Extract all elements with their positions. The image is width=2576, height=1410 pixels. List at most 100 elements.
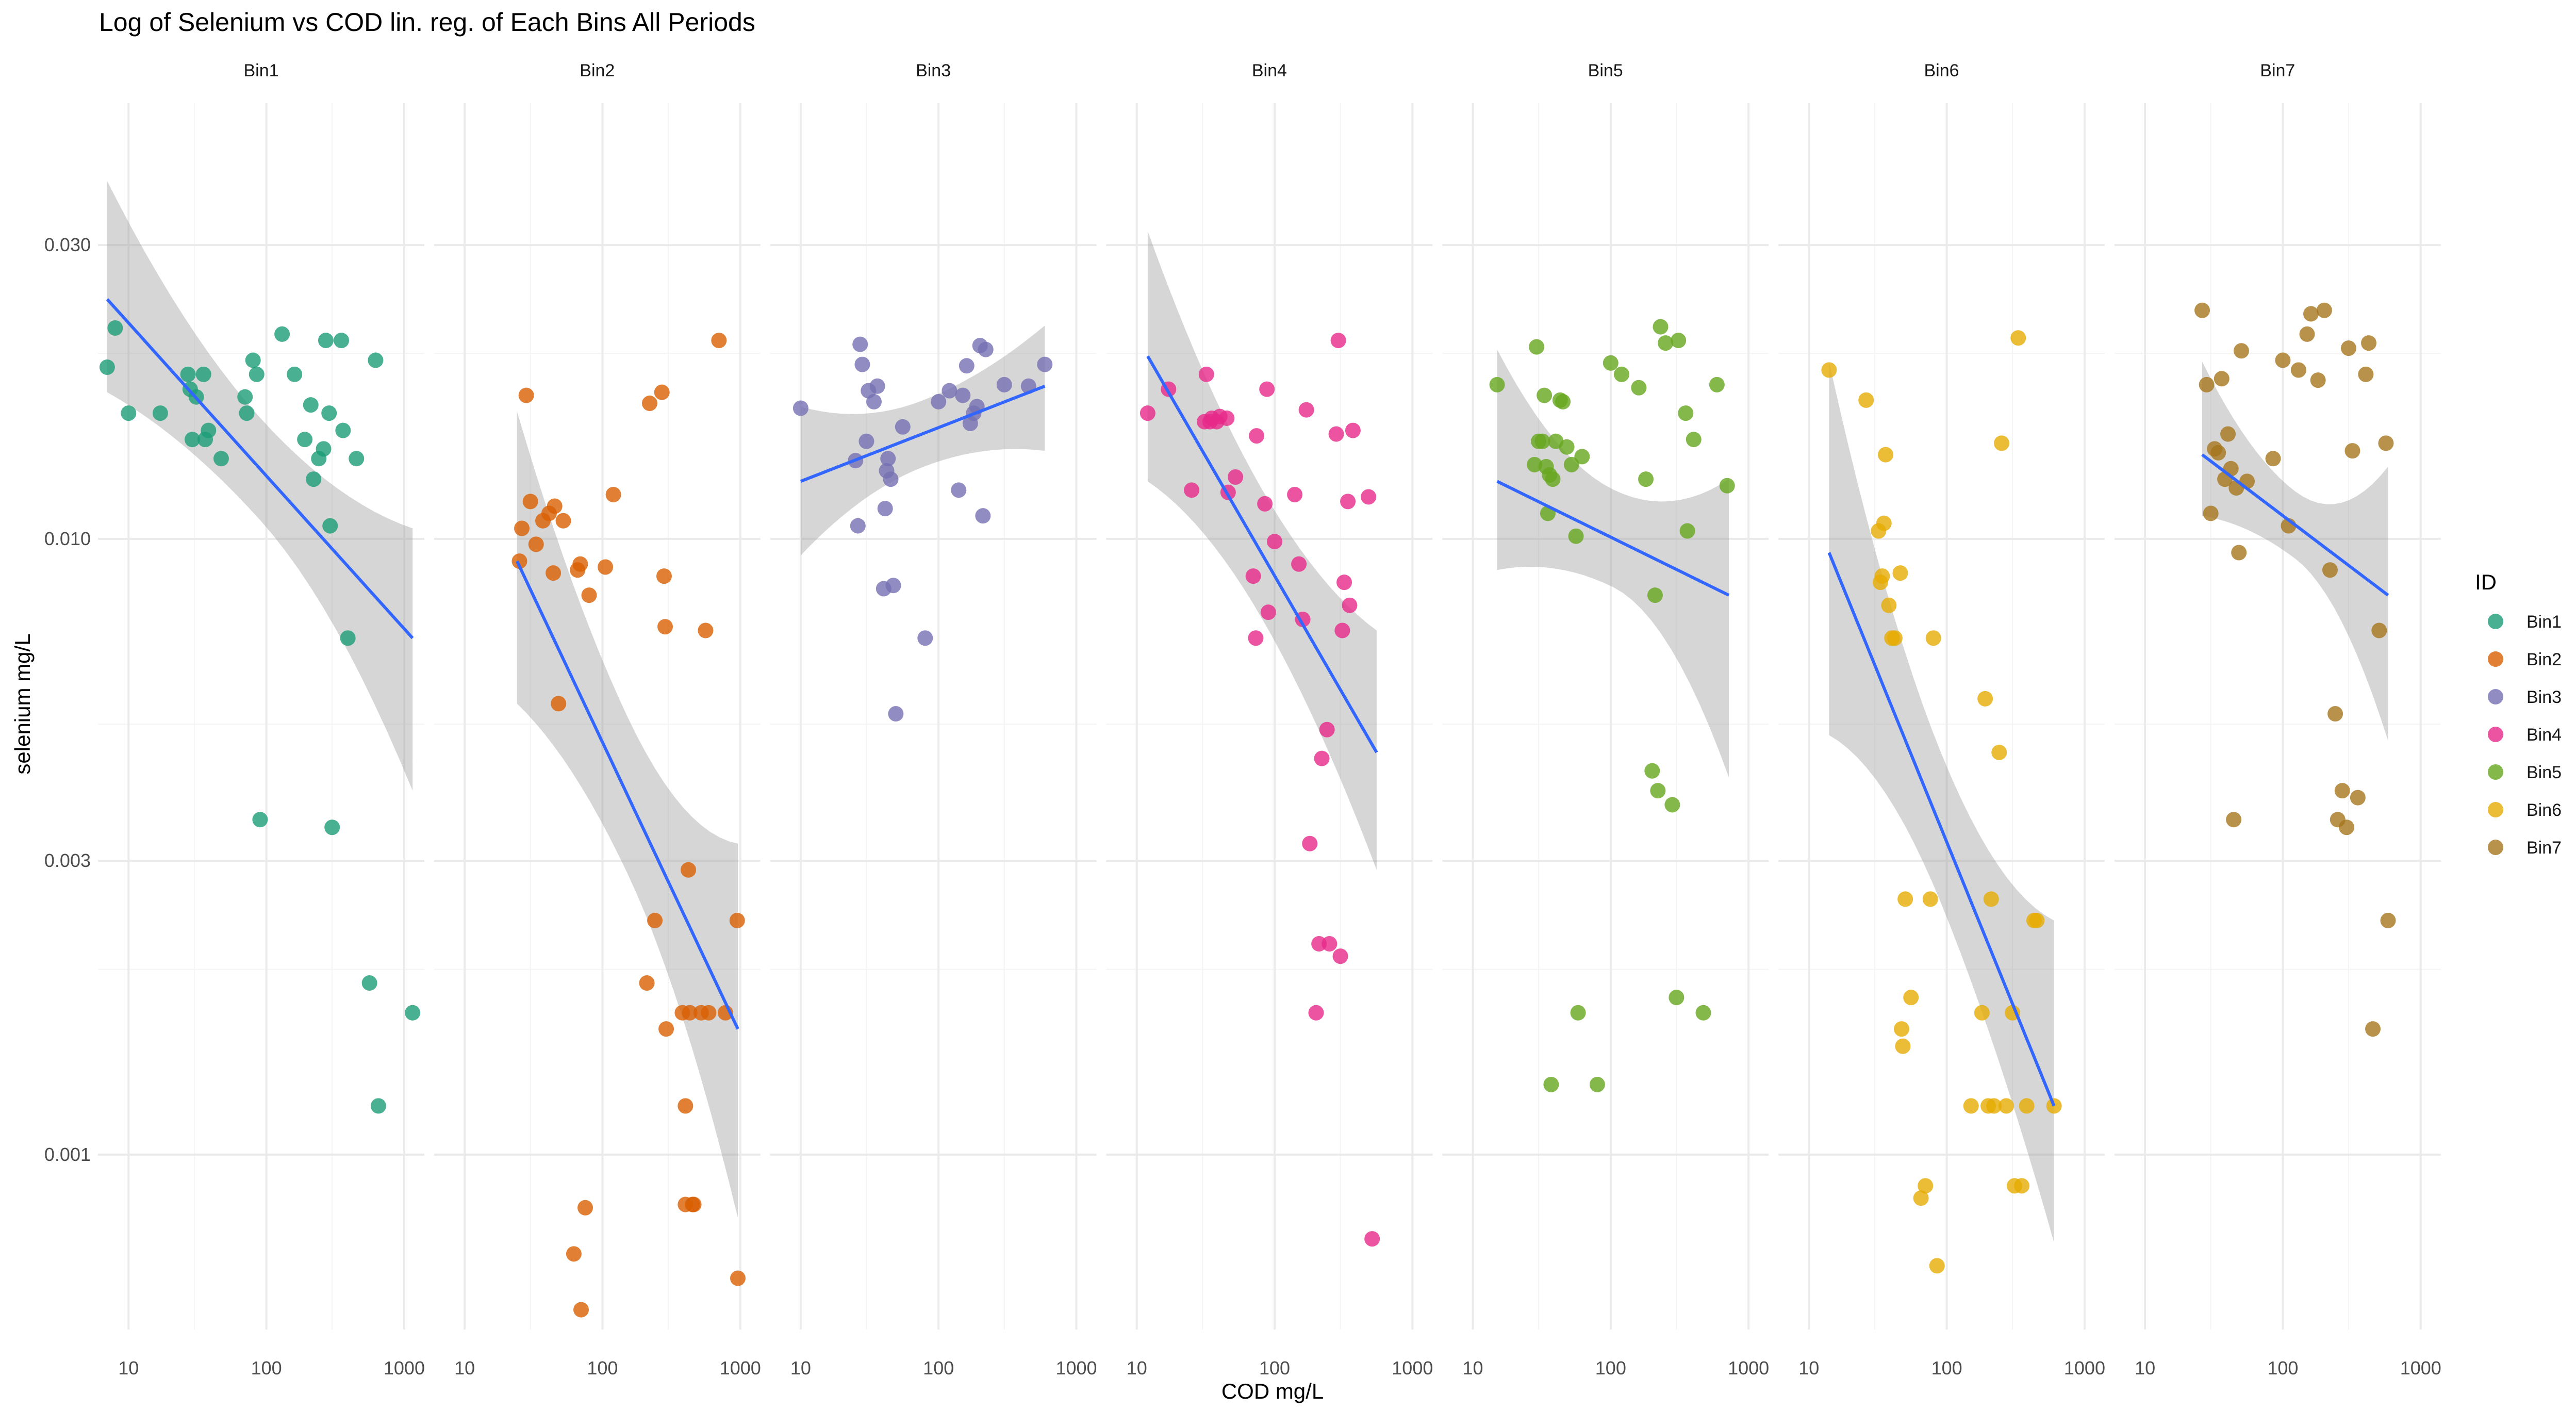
panel-bin7: 10 100 1000 Bin7	[2114, 61, 2441, 1379]
data-point	[885, 578, 901, 594]
y-axis-title: selenium mg/L	[10, 633, 35, 774]
y-tick-label: 0.010	[44, 528, 91, 549]
data-point	[1998, 1098, 2014, 1114]
y-tick-label: 0.001	[44, 1144, 91, 1165]
data-point	[1184, 482, 1200, 498]
x-tick-label: 1000	[2064, 1357, 2105, 1379]
panel-bin6: 10 100 1000 Bin6	[1778, 61, 2105, 1379]
data-point	[1679, 523, 1695, 539]
data-point	[1563, 456, 1579, 472]
data-point	[854, 356, 870, 372]
data-point	[1881, 597, 1897, 613]
x-tick-label: 10	[118, 1357, 139, 1379]
data-point	[297, 432, 313, 448]
data-point	[2334, 783, 2350, 799]
confidence-band	[2202, 362, 2388, 741]
data-point	[647, 912, 663, 928]
panel-bin4: 10 100 1000 Bin4	[1106, 61, 1433, 1379]
data-point	[917, 630, 933, 646]
x-tick-label: 10	[454, 1357, 475, 1379]
data-point	[1259, 381, 1275, 397]
data-point	[1991, 744, 2007, 760]
y-tick-label: 0.003	[44, 850, 91, 871]
data-point	[274, 326, 290, 342]
data-point	[605, 487, 621, 503]
data-point	[318, 333, 334, 349]
data-point	[678, 1098, 693, 1114]
data-point	[1719, 478, 1735, 494]
data-point	[2340, 340, 2356, 356]
data-point	[2378, 435, 2394, 451]
data-point	[942, 383, 957, 399]
x-tick-label: 1000	[1055, 1357, 1097, 1379]
data-point	[1340, 494, 1356, 510]
data-point	[1887, 630, 1903, 646]
data-point	[951, 482, 967, 498]
confidence-band	[800, 325, 1045, 555]
data-point	[547, 498, 563, 514]
data-point	[598, 559, 614, 575]
data-point	[1361, 489, 1377, 505]
regression-line	[1496, 480, 1730, 597]
legend-item-bin2: Bin2	[2488, 650, 2562, 669]
x-tick-label: 100	[2267, 1357, 2298, 1379]
legend-label: Bin2	[2527, 650, 2562, 669]
data-point	[1534, 433, 1550, 449]
data-point	[1545, 471, 1561, 487]
data-point	[322, 518, 338, 534]
data-point	[2350, 790, 2366, 806]
data-point	[349, 451, 365, 467]
legend-item-bin3: Bin3	[2488, 687, 2562, 707]
data-point	[1709, 376, 1725, 392]
data-point	[324, 819, 340, 835]
data-point	[858, 433, 874, 449]
data-point	[152, 405, 168, 421]
data-point	[1658, 335, 1674, 351]
data-point	[959, 358, 975, 374]
x-tick-label: 100	[1595, 1357, 1626, 1379]
data-point	[555, 513, 571, 529]
x-tick-label: 10	[2135, 1357, 2155, 1379]
data-point	[701, 1005, 717, 1021]
data-point	[1198, 366, 1214, 382]
data-point	[1228, 469, 1244, 485]
legend-key	[2488, 802, 2503, 817]
regression-line	[1146, 355, 1378, 753]
data-point	[1603, 355, 1619, 371]
data-point	[107, 320, 123, 336]
x-tick-label: 1000	[720, 1357, 761, 1379]
data-point	[1267, 534, 1283, 550]
data-point	[237, 389, 253, 405]
data-point	[686, 1196, 702, 1212]
data-point	[2194, 302, 2210, 318]
x-tick-label: 10	[1798, 1357, 1819, 1379]
data-point	[1140, 405, 1155, 421]
data-point	[522, 494, 538, 510]
data-point	[2010, 330, 2026, 346]
legend-key	[2488, 840, 2503, 855]
confidence-band	[107, 181, 413, 791]
data-point	[2029, 912, 2045, 928]
data-point	[1570, 1005, 1586, 1021]
data-point	[730, 1270, 746, 1286]
data-point	[1298, 402, 1314, 418]
regression-line	[515, 560, 739, 1030]
data-point	[1249, 428, 1265, 444]
regression-line	[1827, 552, 2056, 1107]
data-point	[1974, 1005, 1990, 1021]
data-point	[201, 422, 217, 438]
data-point	[1589, 1076, 1605, 1092]
data-point	[1613, 366, 1629, 382]
data-point	[213, 451, 229, 467]
data-point	[321, 405, 337, 421]
data-point	[1669, 990, 1685, 1006]
data-point	[1983, 891, 1999, 907]
legend: ID Bin1 Bin2 Bin3 Bin4 Bin5 Bin6 Bin7	[2475, 570, 2562, 858]
legend-label: Bin4	[2527, 725, 2562, 745]
data-point	[245, 352, 261, 368]
data-point	[1555, 394, 1571, 409]
data-point	[287, 366, 303, 382]
data-point	[1644, 763, 1660, 779]
y-tick-label: 0.030	[44, 234, 91, 255]
